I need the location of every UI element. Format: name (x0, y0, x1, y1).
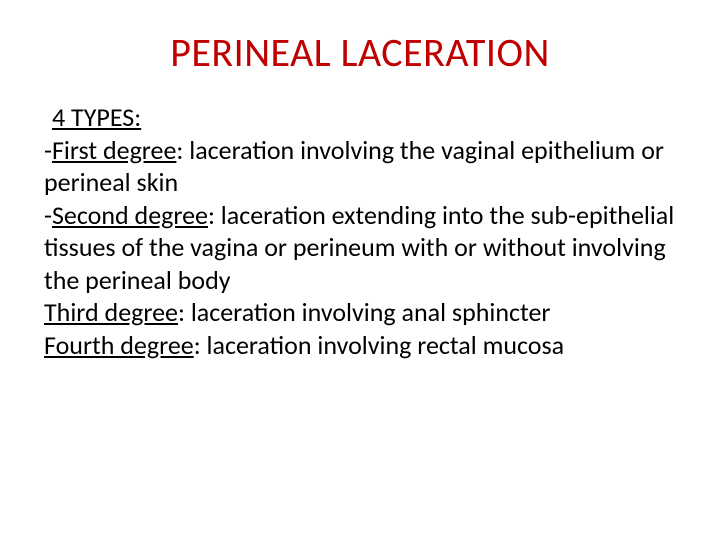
type-line-2: -Second degree: laceration extending int… (44, 199, 676, 297)
desc-3: : laceration involving anal sphincter (178, 296, 550, 328)
prefix-2: - (44, 199, 52, 231)
label-1: First degree (52, 134, 176, 166)
slide-body: 4 TYPES: -First degree: laceration invol… (40, 101, 680, 361)
label-3: Third degree (44, 296, 178, 328)
label-2: Second degree (52, 199, 208, 231)
desc-4: : laceration involving rectal mucosa (194, 329, 564, 361)
prefix-1: - (44, 134, 52, 166)
type-line-4: Fourth degree: laceration involving rect… (44, 329, 676, 362)
slide-title: PERINEAL LACERATION (40, 28, 680, 77)
types-heading-text: 4 TYPES: (52, 101, 141, 133)
label-4: Fourth degree (44, 329, 194, 361)
types-heading: 4 TYPES: (44, 101, 676, 134)
type-line-1: -First degree: laceration involving the … (44, 134, 676, 199)
slide: PERINEAL LACERATION 4 TYPES: -First degr… (0, 0, 720, 540)
type-line-3: Third degree: laceration involving anal … (44, 296, 676, 329)
